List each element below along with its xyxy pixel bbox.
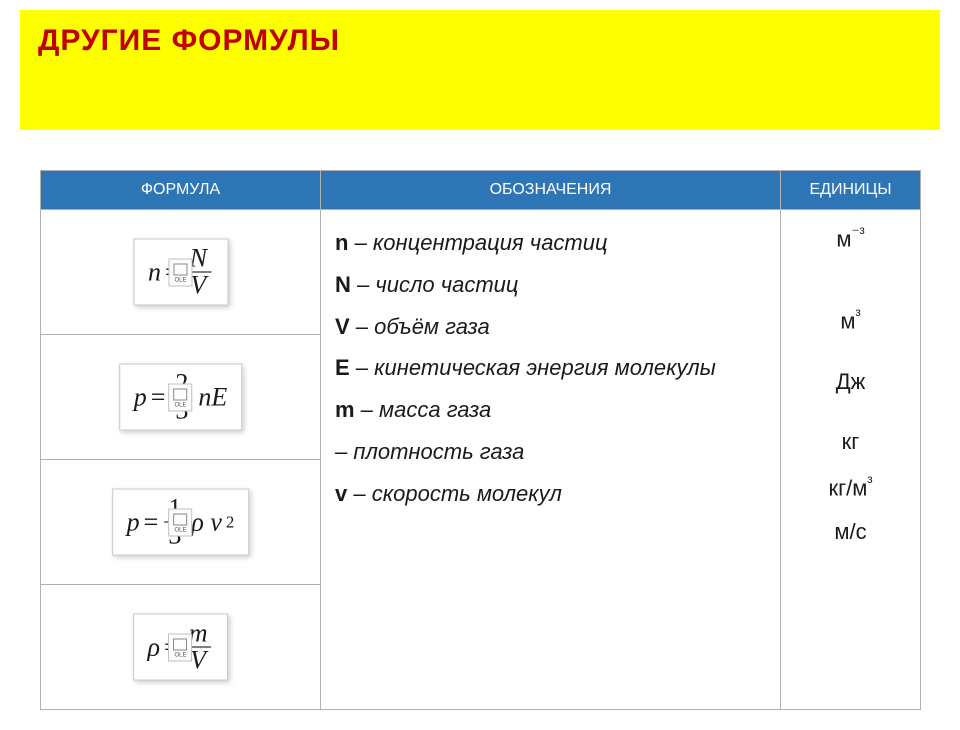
- unit-line: м⁻³: [787, 226, 914, 250]
- formulas-table: ФОРМУЛА ОБОЗНАЧЕНИЯ ЕДИНИЦЫ n = NV OLE n…: [40, 170, 921, 710]
- unit-line: кг: [787, 431, 914, 453]
- formula-cell-0: n = NV OLE: [41, 210, 321, 335]
- formula-cell-3: ρ = mV OLE: [41, 585, 321, 710]
- table-row: n = NV OLE n – концентрация частицN – чи…: [41, 210, 921, 335]
- formula-2: p = 13 ρ v2 OLE: [112, 489, 250, 556]
- col-formula: ФОРМУЛА: [41, 171, 321, 210]
- notations-cell: n – концентрация частицN – число частицV…: [321, 210, 781, 710]
- notation-line: m – масса газа: [335, 389, 766, 431]
- notation-line: E – кинетическая энергия молекулы: [335, 347, 766, 389]
- notation-line: V – объём газа: [335, 306, 766, 348]
- unit-line: м/с: [787, 521, 914, 543]
- unit-line: кг/м³: [787, 475, 914, 499]
- title-banner: ДРУГИЕ ФОРМУЛЫ: [20, 10, 940, 130]
- units-cell: м⁻³ м³ Дж кг кг/м³ м/с: [781, 210, 921, 710]
- formula-1: p = 23 nE OLE: [119, 364, 243, 431]
- table-header-row: ФОРМУЛА ОБОЗНАЧЕНИЯ ЕДИНИЦЫ: [41, 171, 921, 210]
- col-notations: ОБОЗНАЧЕНИЯ: [321, 171, 781, 210]
- formula-0: n = NV OLE: [133, 239, 228, 306]
- notation-line: N – число частиц: [335, 264, 766, 306]
- formula-cell-1: p = 23 nE OLE: [41, 335, 321, 460]
- col-units: ЕДИНИЦЫ: [781, 171, 921, 210]
- unit-line: м³: [787, 308, 914, 332]
- formula-3: ρ = mV OLE: [133, 614, 229, 681]
- notation-line: n – концентрация частиц: [335, 222, 766, 264]
- page-title: ДРУГИЕ ФОРМУЛЫ: [38, 24, 922, 58]
- unit-line: Дж: [787, 371, 914, 393]
- formula-cell-2: p = 13 ρ v2 OLE: [41, 460, 321, 585]
- notation-line: v – скорость молекул: [335, 473, 766, 515]
- notation-line: – плотность газа: [335, 431, 766, 473]
